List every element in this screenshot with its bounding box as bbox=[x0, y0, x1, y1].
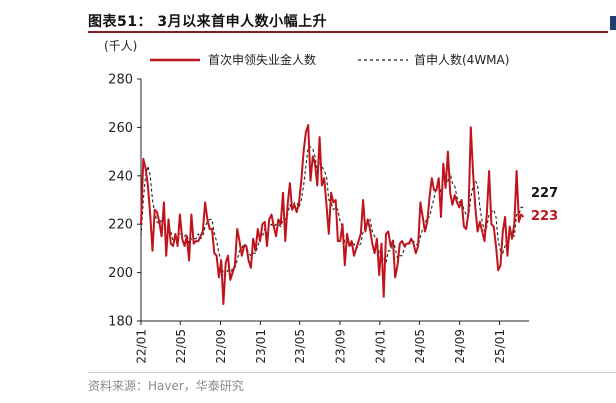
legend-label-4wma: 首申人数(4WMA) bbox=[414, 52, 509, 67]
x-tick-label: 23/01 bbox=[254, 329, 268, 364]
x-tick-label: 25/01 bbox=[493, 329, 507, 364]
end-label-4wma: 227 bbox=[531, 186, 558, 201]
page-edge-marker bbox=[610, 16, 616, 30]
y-axis-ticks: 180 200 220 240 260 280 bbox=[108, 73, 141, 330]
end-label-weekly: 223 bbox=[531, 209, 558, 224]
y-tick-label: 180 bbox=[108, 315, 133, 330]
y-tick-label: 200 bbox=[108, 266, 133, 281]
title-divider bbox=[88, 31, 608, 33]
x-tick-label: 24/01 bbox=[373, 329, 387, 364]
y-tick-label: 240 bbox=[108, 169, 133, 184]
x-axis-ticks: 22/01 22/05 22/09 23/01 23/05 23/09 24/01 24/05… bbox=[135, 321, 507, 364]
source-note: 资料来源：Haver，华泰研究 bbox=[88, 379, 244, 393]
y-tick-label: 260 bbox=[108, 121, 133, 136]
series-line-weekly-claims bbox=[140, 124, 525, 306]
y-tick-label: 280 bbox=[108, 73, 133, 88]
x-tick-label: 22/09 bbox=[214, 329, 228, 364]
x-tick-label: 23/09 bbox=[333, 329, 347, 364]
x-tick-label: 24/05 bbox=[413, 329, 427, 364]
chart-title-bar: 图表51： 3月以来首申人数小幅上升 bbox=[88, 8, 616, 30]
chart-series bbox=[140, 124, 525, 306]
x-tick-label: 22/05 bbox=[174, 329, 188, 364]
x-tick-label: 24/09 bbox=[453, 329, 467, 364]
y-unit-label: (千人) bbox=[104, 39, 137, 53]
source-divider bbox=[88, 372, 616, 373]
x-tick-label: 22/01 bbox=[135, 329, 149, 364]
series-line-4wma bbox=[140, 146, 524, 276]
y-tick-label: 220 bbox=[108, 218, 133, 233]
legend-label-weekly: 首次申领失业金人数 bbox=[208, 52, 316, 67]
end-value-labels: 227 223 bbox=[531, 186, 558, 224]
chart-title: 图表51： 3月以来首申人数小幅上升 bbox=[88, 14, 328, 30]
chart-legend: 首次申领失业金人数 首申人数(4WMA) bbox=[150, 52, 509, 67]
x-tick-label: 23/05 bbox=[293, 329, 307, 364]
